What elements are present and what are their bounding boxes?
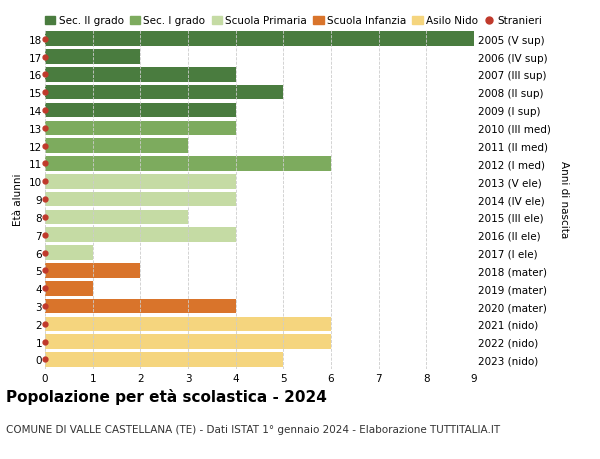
- Bar: [45, 86, 283, 100]
- Bar: [45, 32, 474, 47]
- Bar: [45, 192, 236, 207]
- Bar: [45, 228, 236, 242]
- Bar: [45, 317, 331, 331]
- Bar: [45, 139, 188, 154]
- Bar: [45, 263, 140, 278]
- Y-axis label: Anni di nascita: Anni di nascita: [559, 161, 569, 238]
- Text: Popolazione per età scolastica - 2024: Popolazione per età scolastica - 2024: [6, 388, 327, 404]
- Bar: [45, 246, 92, 260]
- Bar: [45, 157, 331, 171]
- Bar: [45, 174, 236, 189]
- Bar: [45, 210, 188, 225]
- Bar: [45, 50, 140, 65]
- Bar: [45, 103, 236, 118]
- Y-axis label: Età alunni: Età alunni: [13, 174, 23, 226]
- Bar: [45, 121, 236, 136]
- Text: COMUNE DI VALLE CASTELLANA (TE) - Dati ISTAT 1° gennaio 2024 - Elaborazione TUTT: COMUNE DI VALLE CASTELLANA (TE) - Dati I…: [6, 425, 500, 435]
- Bar: [45, 335, 331, 349]
- Bar: [45, 353, 283, 367]
- Legend: Sec. II grado, Sec. I grado, Scuola Primaria, Scuola Infanzia, Asilo Nido, Stran: Sec. II grado, Sec. I grado, Scuola Prim…: [45, 17, 542, 27]
- Bar: [45, 299, 236, 313]
- Bar: [45, 281, 92, 296]
- Bar: [45, 68, 236, 83]
